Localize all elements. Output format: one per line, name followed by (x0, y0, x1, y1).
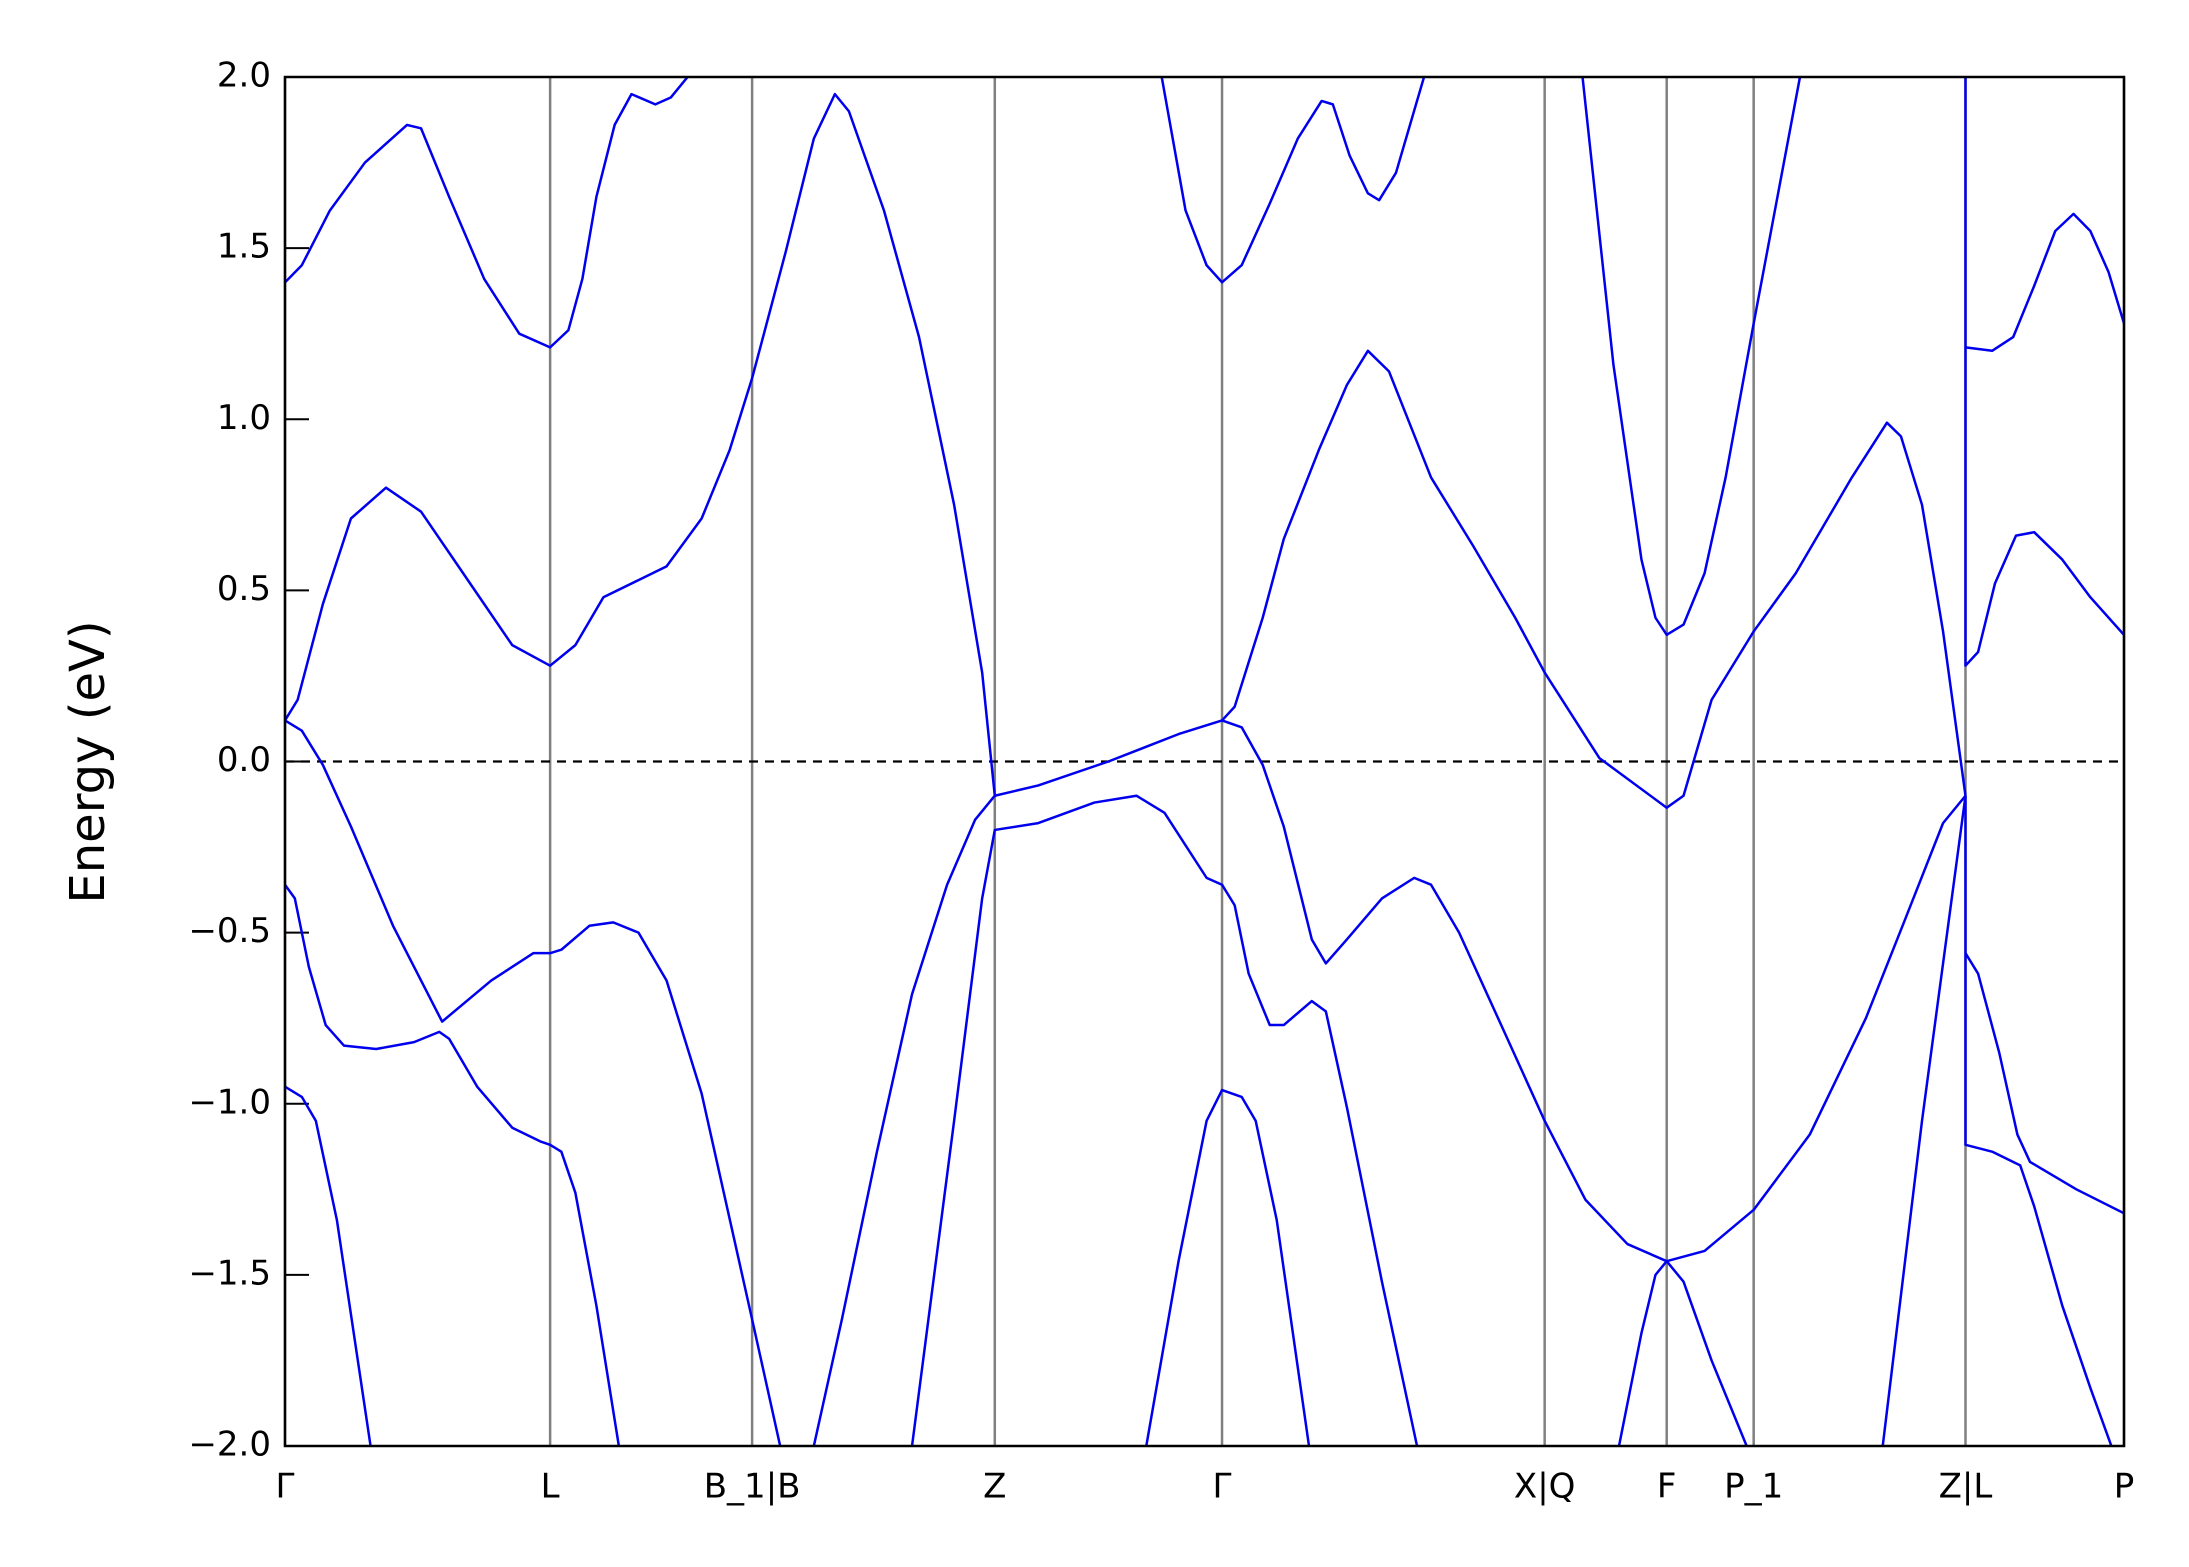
x-tick-label: F (1657, 1467, 1677, 1507)
x-tick-label: Γ (1213, 1467, 1232, 1507)
band-line (1964, 795, 2124, 1215)
x-tick-label: L (541, 1467, 560, 1507)
plot-frame (283, 75, 2126, 1448)
x-tick-label: X|Q (1514, 1467, 1576, 1507)
x-tick-label: Γ (276, 1467, 295, 1507)
y-tick-label: −1.5 (188, 1253, 271, 1293)
band-line (1881, 795, 1967, 1446)
y-tick-label: −2.0 (188, 1425, 271, 1465)
y-tick-label: 2.0 (217, 56, 271, 96)
x-tick-label: Z|L (1939, 1467, 1993, 1507)
y-tick-label: 0.0 (217, 740, 271, 780)
band-line (285, 77, 689, 349)
band-line (910, 794, 1419, 1446)
x-tick-label: P_1 (1724, 1467, 1783, 1507)
band-line (285, 719, 782, 1446)
band-line (1964, 347, 2124, 667)
band-line (1145, 1088, 1311, 1446)
y-tick-label: 1.5 (217, 227, 271, 267)
x-tick-label: Z (983, 1467, 1006, 1507)
band-line (1581, 77, 1802, 637)
band-line (1964, 953, 2113, 1446)
y-axis-label: Energy (eV) (60, 620, 116, 903)
band-line (1160, 77, 1426, 284)
band-line (1221, 719, 1967, 1263)
band-line (285, 92, 1967, 809)
band-line (1617, 1259, 1748, 1446)
band-line (285, 1085, 372, 1446)
band-line (812, 794, 996, 1446)
band-line (1964, 77, 2124, 353)
y-tick-label: −0.5 (188, 911, 271, 951)
y-tick-label: −1.0 (188, 1082, 271, 1122)
x-tick-label: P (2114, 1467, 2135, 1507)
y-tick-label: 1.0 (217, 398, 271, 438)
x-tick-label: B_1|B (704, 1467, 801, 1507)
y-tick-label: 0.5 (217, 569, 271, 609)
band-line (285, 883, 621, 1446)
